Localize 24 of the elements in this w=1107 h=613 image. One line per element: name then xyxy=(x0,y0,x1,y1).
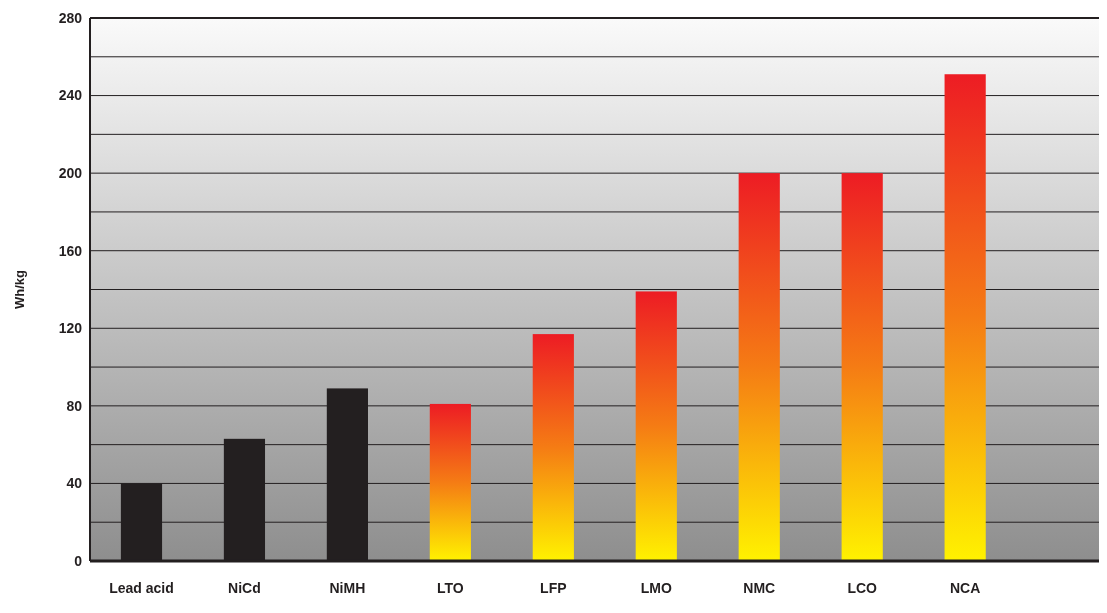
y-tick-label: 120 xyxy=(58,320,83,337)
x-tick-label: LTO xyxy=(437,580,464,596)
bar xyxy=(944,74,986,561)
bar xyxy=(738,173,780,561)
y-tick-label: 40 xyxy=(66,475,83,492)
bar xyxy=(532,334,574,561)
bar xyxy=(429,403,471,561)
x-tick-label: LCO xyxy=(847,580,878,596)
y-axis-title: Wh/kg xyxy=(12,269,27,309)
y-tick-label: 200 xyxy=(58,165,83,182)
x-tick-label: NMC xyxy=(743,580,776,596)
x-tick-label: NiCd xyxy=(228,580,261,596)
x-tick-label: NiMH xyxy=(329,580,366,596)
y-tick-label: 0 xyxy=(74,552,83,569)
x-tick-label: Lead acid xyxy=(109,580,174,596)
x-tick-label: LMO xyxy=(640,580,672,596)
y-tick-label: 240 xyxy=(58,87,83,104)
y-tick-label: 280 xyxy=(58,9,83,26)
x-tick-label: NCA xyxy=(949,580,981,596)
bar xyxy=(635,291,677,561)
y-tick-label: 80 xyxy=(66,397,83,414)
y-tick-label: 160 xyxy=(58,242,83,259)
bar xyxy=(841,173,883,561)
x-tick-label: LFP xyxy=(540,580,567,596)
